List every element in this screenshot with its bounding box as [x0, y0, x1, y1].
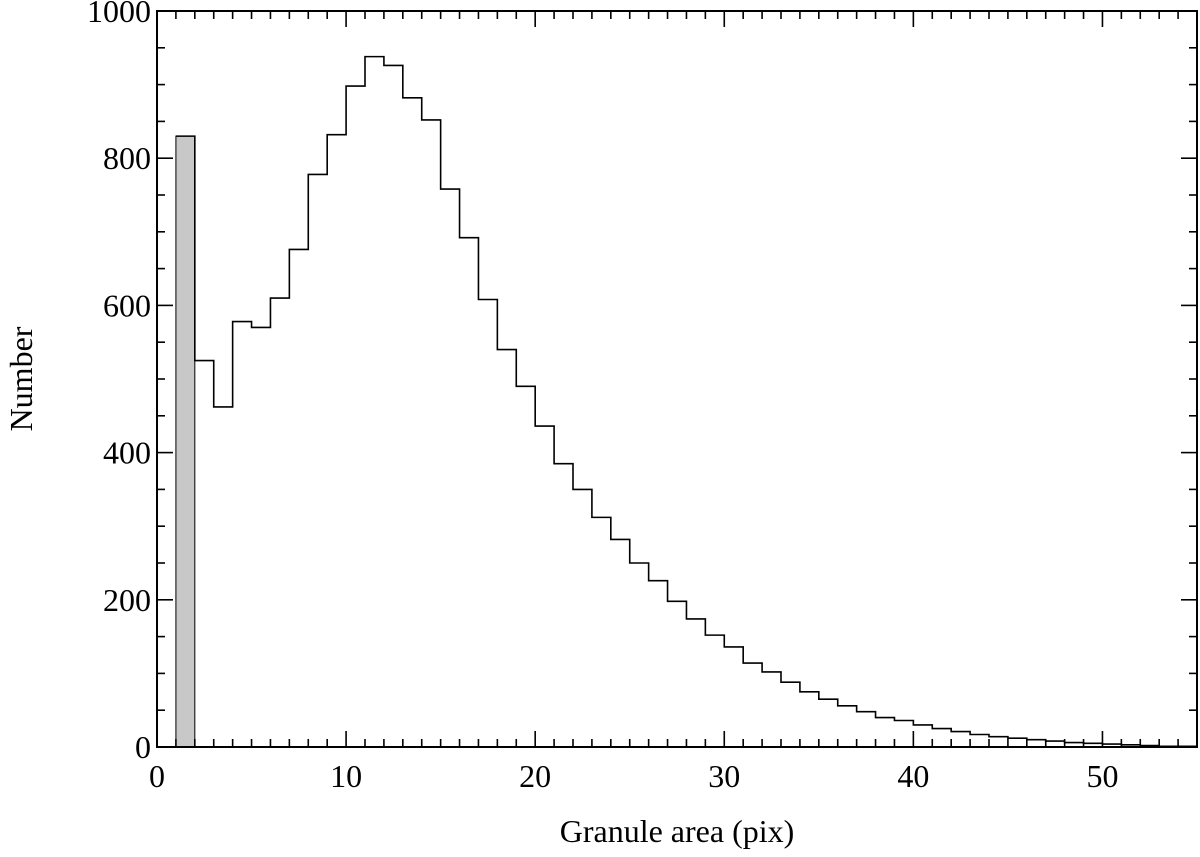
- x-tick-label: 20: [519, 758, 551, 794]
- highlighted-bin-layer: [175, 135, 196, 748]
- y-tick-label: 1000: [87, 0, 151, 29]
- y-tick-label: 600: [103, 287, 151, 323]
- tick-labels-layer: 0 10 20 30 40 50 0 200 400 600 800 1000: [87, 0, 1118, 794]
- x-tick-label: 50: [1086, 758, 1118, 794]
- y-tick-label: 800: [103, 140, 151, 176]
- histogram-step-line: [175, 55, 1197, 748]
- highlighted-bin-bar: [175, 135, 196, 748]
- y-tick-label: 0: [135, 729, 151, 765]
- y-tick-label: 200: [103, 582, 151, 618]
- x-tick-label: 0: [149, 758, 165, 794]
- x-tick-label: 40: [897, 758, 929, 794]
- x-tick-label: 30: [708, 758, 740, 794]
- histogram-series-layer: [175, 55, 1197, 748]
- y-tick-label: 400: [103, 435, 151, 471]
- axis-ticks-layer: [156, 10, 1198, 748]
- x-axis-title: Granule area (pix): [560, 813, 795, 849]
- plot-frame: [156, 10, 1198, 748]
- y-axis-title: Number: [3, 326, 39, 431]
- x-tick-label: 10: [330, 758, 362, 794]
